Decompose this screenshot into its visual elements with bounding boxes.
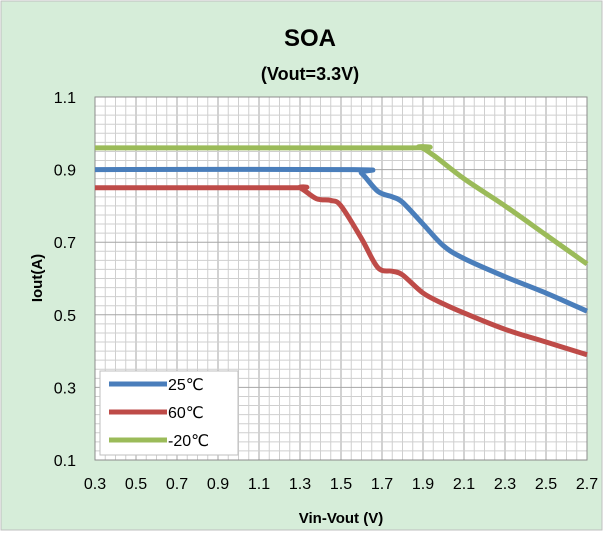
y-tick-label: 0.5 (54, 308, 76, 325)
axis-ticks: 0.3 0.5 0.7 0.9 1.1 1.3 1.5 1.7 1.9 2.1 2.3 2.5 2.7 0… (54, 90, 598, 493)
series-line-0 (94, 166, 589, 314)
x-tick-label: 2.1 (453, 476, 475, 493)
y-tick-label: 0.9 (54, 163, 76, 180)
x-tick-label: 1.5 (330, 476, 352, 493)
x-tick-label: 2.3 (494, 476, 516, 493)
y-axis-label: Iout(A) (29, 254, 46, 302)
x-tick-label: 0.7 (166, 476, 188, 493)
x-tick-label: 1.3 (289, 476, 311, 493)
x-tick-label: 0.5 (125, 476, 147, 493)
legend-label-1: 60℃ (168, 405, 204, 422)
x-tick-label: 1.1 (248, 476, 270, 493)
x-tick-label: 2.7 (576, 476, 598, 493)
series-line-1 (95, 184, 588, 358)
x-tick-label: 0.3 (84, 476, 106, 493)
legend: 25℃ 60℃ -20℃ (99, 370, 239, 456)
x-axis-label: Vin-Vout (V) (299, 510, 383, 527)
chart-title: SOA (284, 25, 336, 52)
plot-area-border (94, 96, 588, 461)
y-tick-label: 1.1 (54, 90, 76, 107)
y-tick-label: 0.7 (54, 235, 76, 252)
legend-label-0: 25℃ (168, 377, 204, 394)
x-tick-label: 2.5 (535, 476, 557, 493)
x-tick-label: 0.9 (207, 476, 229, 493)
chart-subtitle: (Vout=3.3V) (261, 64, 359, 84)
y-tick-label: 0.1 (54, 453, 76, 470)
x-tick-label: 1.7 (371, 476, 393, 493)
series-lines (94, 144, 589, 358)
legend-label-2: -20℃ (168, 433, 209, 450)
series-line-2 (94, 144, 589, 267)
y-tick-label: 0.3 (54, 380, 76, 397)
x-tick-label: 1.9 (412, 476, 434, 493)
